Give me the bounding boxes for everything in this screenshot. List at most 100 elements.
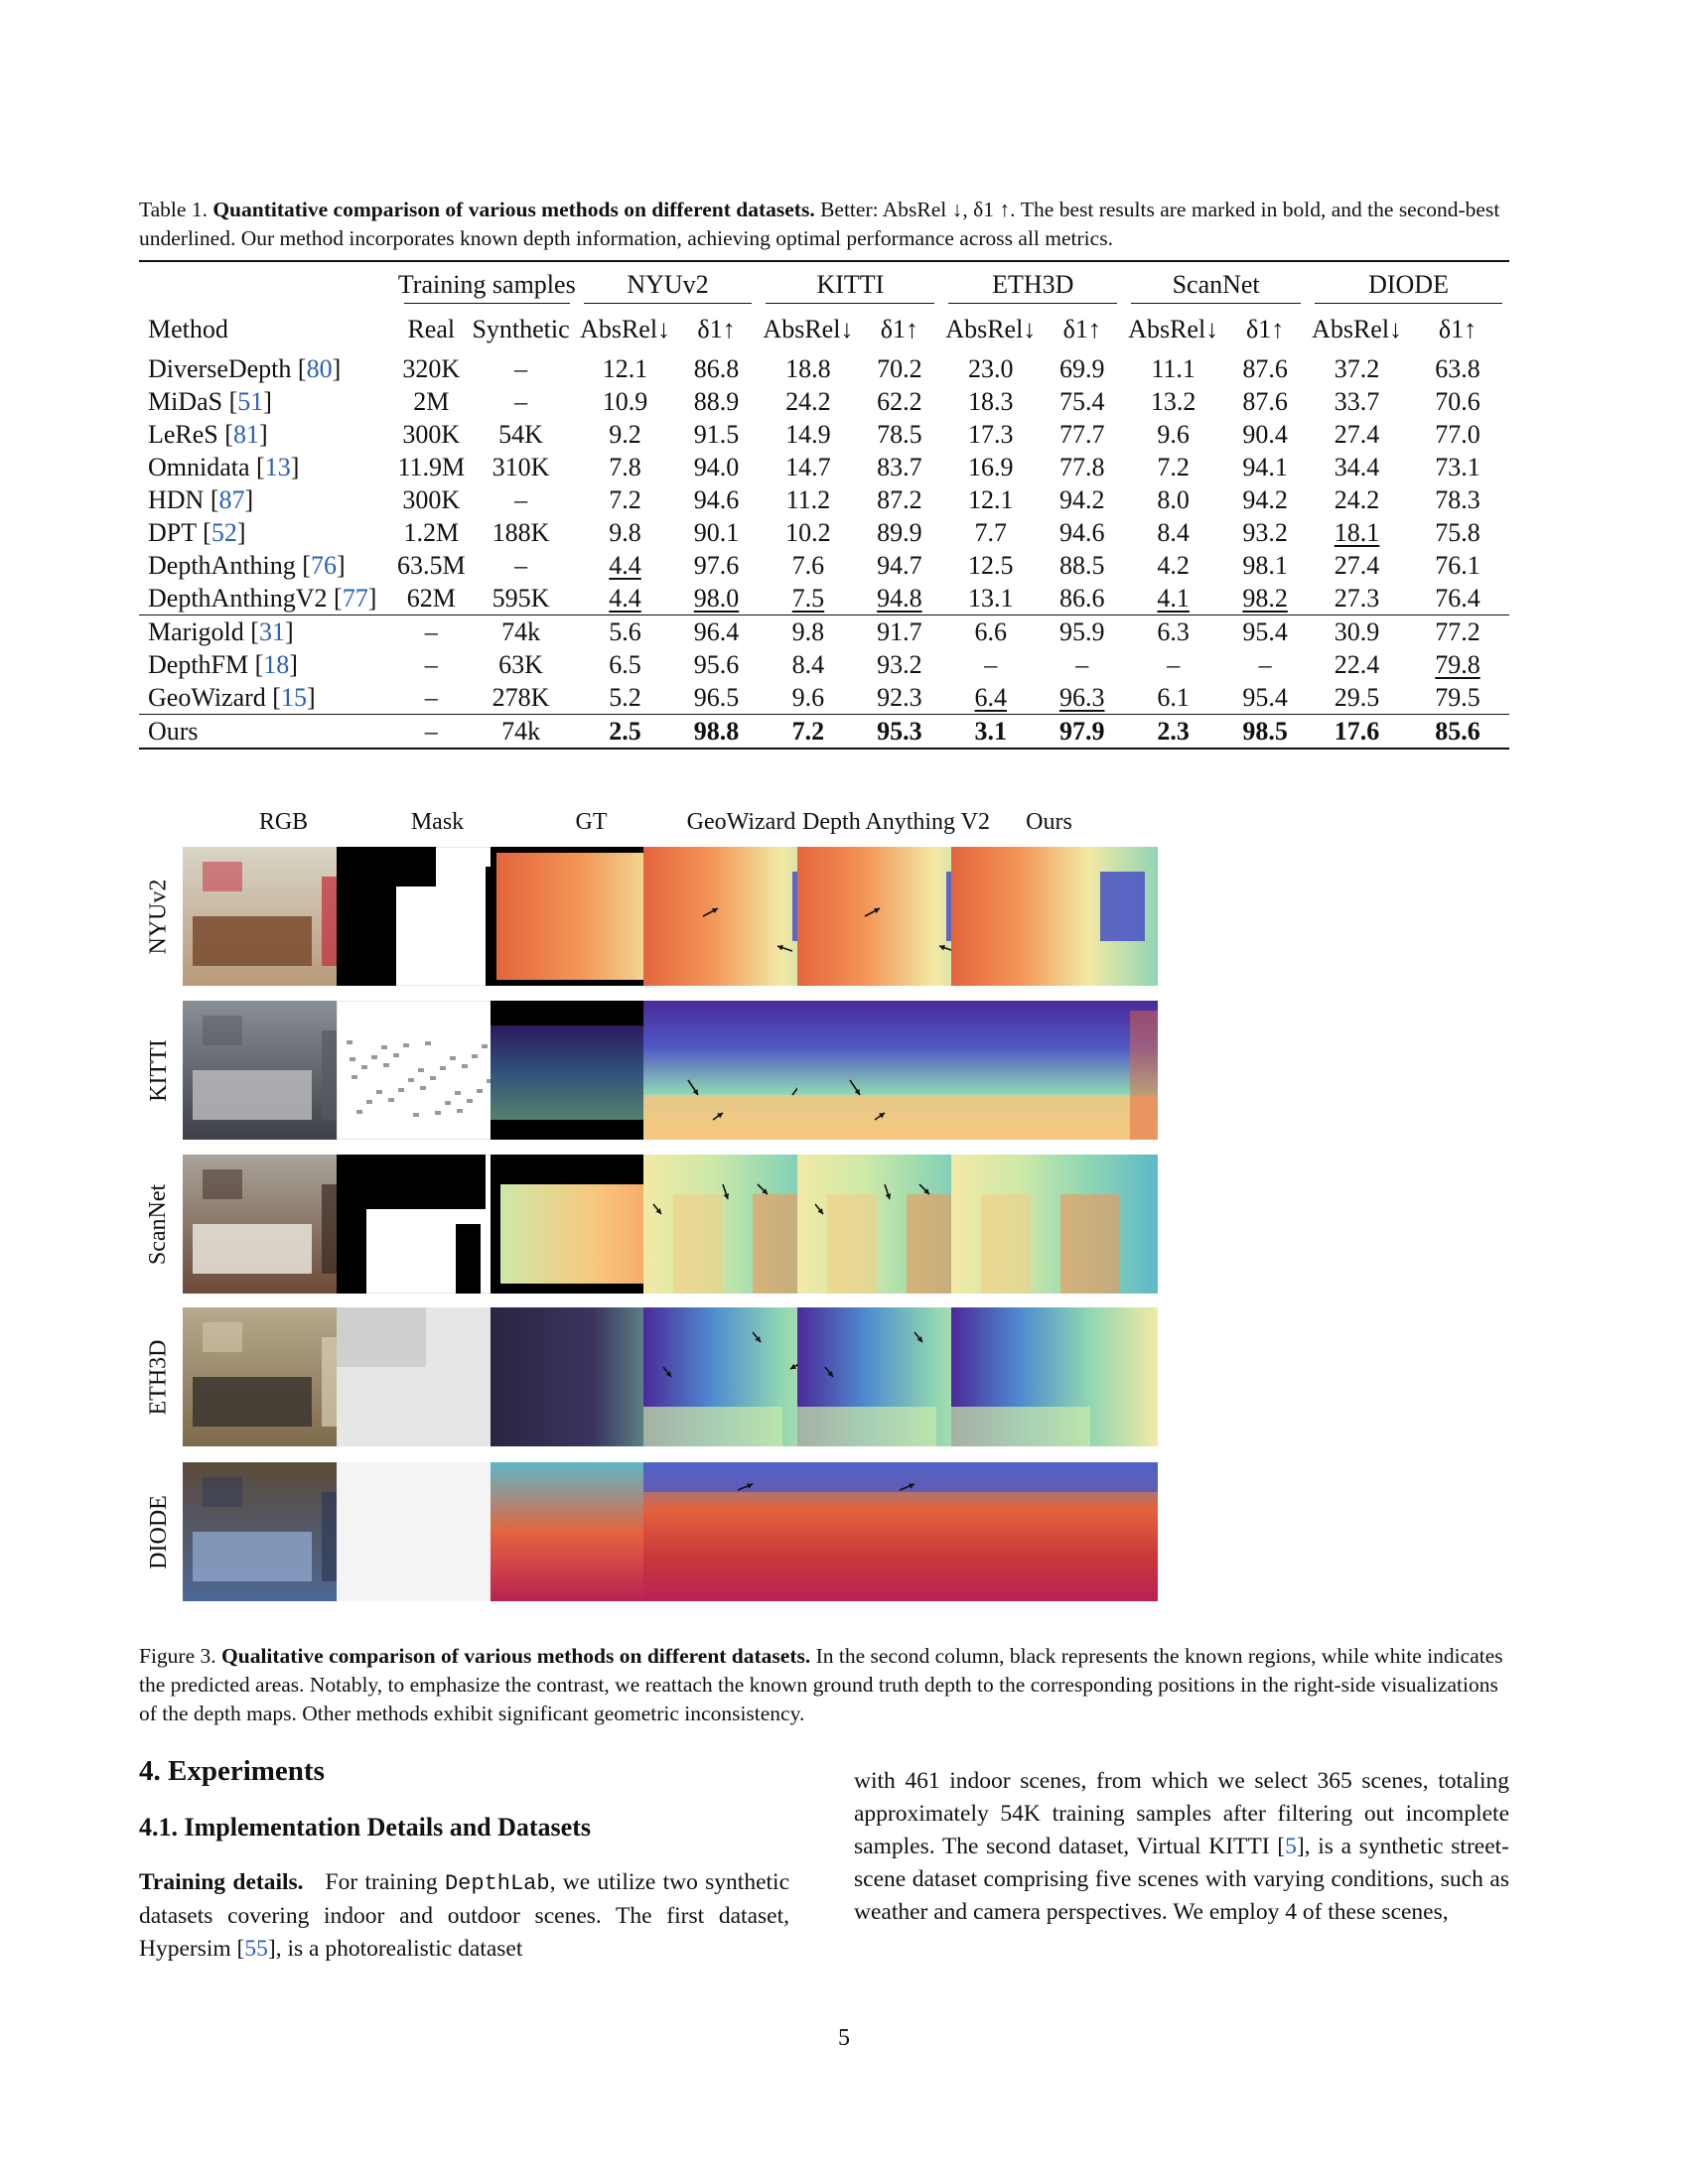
table-row: Marigold [31] – 74k 5.6 96.4 9.8 91.7 6.6 95.9 6.… xyxy=(139,614,1509,648)
value-cell: 74k xyxy=(465,714,577,750)
figure-row-label: NYUv2 xyxy=(145,879,172,954)
group-header-scannet: ScanNet xyxy=(1124,261,1308,306)
cell-value: 90.1 xyxy=(693,518,740,547)
citation-link[interactable]: 18 xyxy=(263,650,290,679)
figure-caption-text: In the second column, black represents t… xyxy=(139,1644,1503,1725)
cell-value: 97.9 xyxy=(1058,717,1105,746)
cell-value: 4.4 xyxy=(609,584,641,613)
cell-value: 77.0 xyxy=(1435,420,1480,449)
cell-value: 76.4 xyxy=(1435,584,1480,613)
cell-value: 30.9 xyxy=(1334,617,1380,646)
cell-value: 33.7 xyxy=(1334,387,1380,416)
value-cell: 14.9 xyxy=(759,418,857,451)
value-cell: 94.8 xyxy=(857,582,941,615)
figure-row-label: DIODE xyxy=(145,1494,172,1570)
value-cell: 37.2 xyxy=(1308,352,1406,385)
value-cell: 74k xyxy=(465,614,577,648)
method-cell: Ours xyxy=(139,714,397,750)
citation-link[interactable]: 15 xyxy=(280,683,307,712)
value-cell: 27.4 xyxy=(1308,418,1406,451)
citation-link[interactable]: 55 xyxy=(244,1936,268,1962)
value-cell: 86.6 xyxy=(1040,582,1124,615)
method-cell: DepthAnthingV2 [77] xyxy=(148,584,377,613)
value-cell: 34.4 xyxy=(1308,451,1406,483)
cell-value: 23.0 xyxy=(968,354,1014,383)
value-cell: 8.4 xyxy=(1124,516,1222,549)
cell-value: 1.2M xyxy=(403,518,460,547)
cell-value: 12.5 xyxy=(968,551,1014,580)
cell-value: 94.2 xyxy=(1058,485,1105,514)
value-cell: 69.9 xyxy=(1040,352,1124,385)
cell-value: 94.2 xyxy=(1242,485,1288,514)
value-cell: 78.3 xyxy=(1406,483,1509,516)
citation-link[interactable]: 81 xyxy=(232,420,259,449)
citation-link[interactable]: 51 xyxy=(237,387,264,416)
value-cell: 94.6 xyxy=(1040,516,1124,549)
cell-value: 85.6 xyxy=(1435,717,1480,746)
value-cell: 300K xyxy=(397,418,466,451)
citation-link[interactable]: 31 xyxy=(258,617,285,646)
cell-value: 7.5 xyxy=(791,584,825,613)
cell-value: 8.4 xyxy=(791,650,825,679)
value-cell: 18.1 xyxy=(1308,516,1406,549)
cell-value: – xyxy=(514,551,528,580)
cell-value: 94.6 xyxy=(693,485,740,514)
value-cell: 87.6 xyxy=(1222,385,1308,418)
cell-value: 63K xyxy=(498,650,543,679)
cell-value: 91.5 xyxy=(693,420,740,449)
value-cell: 7.2 xyxy=(577,483,674,516)
table-row: MiDaS [51] 2M – 10.9 88.9 24.2 62.2 18.3 75.4 13.… xyxy=(139,385,1509,418)
citation-link[interactable]: 13 xyxy=(264,453,291,481)
value-cell: 94.1 xyxy=(1222,451,1308,483)
value-cell: 93.2 xyxy=(857,648,941,681)
cell-value: 12.1 xyxy=(968,485,1014,514)
value-cell: 54K xyxy=(466,418,577,451)
citation-link[interactable]: 87 xyxy=(218,485,245,514)
citation-link[interactable]: 76 xyxy=(310,551,337,580)
value-cell: 4.2 xyxy=(1124,549,1222,582)
cell-value: 24.2 xyxy=(785,387,831,416)
cell-value: 7.2 xyxy=(609,485,641,514)
citation-link[interactable]: 77 xyxy=(342,584,368,613)
value-cell: 91.5 xyxy=(674,418,760,451)
cell-value: 278K xyxy=(492,683,550,712)
value-cell: 77.8 xyxy=(1040,451,1124,483)
value-cell: 33.7 xyxy=(1308,385,1406,418)
cell-value: 83.7 xyxy=(877,453,922,481)
value-cell: – xyxy=(466,483,577,516)
value-cell: 97.9 xyxy=(1040,714,1125,750)
section-title: 4. Experiments xyxy=(139,1755,325,1787)
ours-depth-image xyxy=(951,1462,1158,1601)
cell-value: 96.5 xyxy=(693,683,740,712)
value-cell: 24.2 xyxy=(1308,483,1406,516)
cell-value: – xyxy=(424,717,438,746)
cell-value: 95.6 xyxy=(693,650,740,679)
column-header: Real xyxy=(407,315,456,343)
cell-value: 7.7 xyxy=(974,518,1008,547)
cell-value: 34.4 xyxy=(1334,453,1380,481)
value-cell: 17.3 xyxy=(941,418,1040,451)
value-cell: 96.4 xyxy=(673,614,760,648)
value-cell: 95.6 xyxy=(674,648,760,681)
table-caption-text: Better: AbsRel ↓, δ1 ↑. The best results… xyxy=(139,198,1500,250)
citation-link[interactable]: 80 xyxy=(306,354,333,383)
cell-value: 70.6 xyxy=(1435,387,1480,416)
value-cell: 78.5 xyxy=(857,418,941,451)
value-cell: 2.5 xyxy=(576,714,674,750)
citation-link[interactable]: 5 xyxy=(1285,1834,1297,1859)
cell-value: 3.1 xyxy=(974,717,1008,746)
results-table: Training samples NYUv2 KITTI ETH3D ScanN… xyxy=(139,260,1509,750)
cell-value: 6.4 xyxy=(974,683,1008,712)
value-cell: 7.2 xyxy=(759,714,858,750)
cell-value: 98.8 xyxy=(693,717,740,746)
citation-link[interactable]: 52 xyxy=(211,518,237,547)
value-cell: 7.8 xyxy=(577,451,674,483)
cell-value: 73.1 xyxy=(1435,453,1480,481)
value-cell: 300K xyxy=(397,483,466,516)
cell-value: 88.5 xyxy=(1058,551,1105,580)
cell-value: 7.2 xyxy=(791,717,825,746)
figure-column-header: Ours xyxy=(1026,809,1072,835)
value-cell: 98.8 xyxy=(673,714,760,750)
value-cell: 6.5 xyxy=(577,648,674,681)
value-cell: – xyxy=(397,648,466,681)
